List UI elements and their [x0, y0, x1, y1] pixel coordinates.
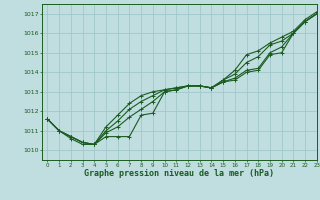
X-axis label: Graphe pression niveau de la mer (hPa): Graphe pression niveau de la mer (hPa) — [84, 169, 274, 178]
